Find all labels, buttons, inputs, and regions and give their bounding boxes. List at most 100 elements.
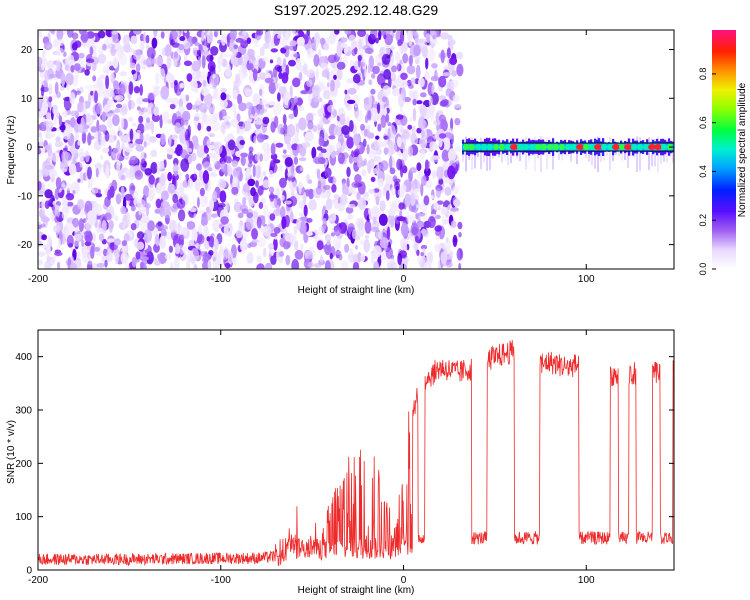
spectrogram-cell — [262, 179, 271, 189]
spectrogram-cell — [612, 144, 620, 151]
spectrogram-cell — [362, 191, 369, 198]
spectrogram-cell — [354, 174, 362, 184]
spectrogram-cell — [400, 222, 409, 237]
spectrogram-cell — [179, 30, 183, 35]
spectrogram-cell — [392, 87, 400, 97]
spectrogram-cell — [377, 102, 381, 114]
spectrogram-cell — [65, 72, 74, 86]
spectrogram-cell — [388, 208, 396, 216]
spectrogram-cell — [451, 70, 458, 77]
spectrogram-cell — [38, 251, 46, 257]
spectrogram-cell — [541, 144, 547, 151]
spectrogram-cell — [419, 38, 428, 43]
spectrogram-cell — [135, 145, 145, 152]
spectrogram-cell — [190, 79, 198, 92]
spectrogram-cell — [149, 136, 157, 143]
spectrogram-cell — [403, 96, 412, 103]
spectrogram-cell — [425, 33, 431, 44]
spectrogram-cell — [129, 165, 136, 178]
spectrogram-cell — [208, 133, 215, 138]
spectrogram-cell — [268, 82, 277, 94]
spectrogram-cell — [68, 242, 74, 248]
spectrogram-cell — [173, 150, 183, 155]
spectrogram-cell — [284, 157, 293, 167]
spectrogram-cell — [357, 54, 362, 62]
spectrogram-cell — [170, 39, 175, 46]
spectrogram-cell — [143, 59, 152, 65]
spectrogram-cell — [369, 107, 379, 121]
spectrogram-cell — [384, 183, 391, 194]
y-tick-label: -20 — [18, 240, 33, 251]
spectrogram-cell — [379, 237, 389, 249]
spectrogram-cell — [274, 64, 281, 71]
y-tick-label: 0 — [26, 566, 32, 577]
spectrogram-cell — [38, 56, 43, 67]
y-tick-label: 20 — [21, 45, 33, 56]
spectrogram-cell — [259, 153, 264, 162]
spectrogram-cell — [265, 262, 273, 269]
spectrogram-cell — [427, 216, 436, 228]
spectrogram-cell — [439, 119, 448, 132]
spectrogram-cell — [553, 144, 559, 151]
spectrogram-cell — [179, 234, 185, 240]
spectrogram-cell — [372, 65, 380, 75]
spectrogram-cell — [143, 31, 146, 44]
spectrogram-cell — [209, 172, 218, 178]
spectrogram-cell — [457, 221, 463, 230]
spectrogram-cell — [176, 198, 186, 209]
spectrogram-cell — [237, 93, 243, 105]
spectrogram-cell — [396, 216, 406, 222]
spectrogram-cell — [236, 113, 241, 123]
spectrogram-cell — [193, 116, 200, 121]
spectrogram-cell — [281, 72, 289, 84]
spectrogram-cell — [268, 186, 275, 194]
spectrogram-cell — [607, 144, 613, 151]
spectrogram-cell — [54, 81, 59, 95]
spectrogram-cell — [183, 245, 187, 254]
spectrogram-cell — [357, 220, 364, 231]
spectrogram-cell — [160, 85, 170, 100]
snr-series-line — [38, 340, 674, 567]
spectrogram-cell — [123, 233, 130, 242]
spectrogram-cell — [217, 60, 222, 73]
spectrogram-cell — [377, 178, 384, 188]
spectrogram-cell — [144, 168, 152, 176]
spectrogram-cell — [48, 96, 53, 103]
spectrogram-cell — [219, 190, 227, 203]
spectrogram-cell — [383, 69, 391, 80]
snr-y-ticks: 0 100 200 300 400 — [15, 352, 674, 577]
spectrogram-cell — [298, 157, 307, 162]
spectrogram-cell — [81, 246, 86, 252]
spectrogram-cell — [412, 107, 417, 122]
spectrogram-cell — [346, 136, 354, 149]
spectrogram-cell — [431, 169, 436, 180]
colorbar-gradient — [712, 30, 736, 269]
spectrogram-cell — [115, 94, 124, 102]
spectrogram-cell — [295, 58, 302, 71]
spectrogram-cell — [396, 158, 403, 171]
spectrogram-cell — [378, 213, 388, 226]
spectrogram-cell — [179, 82, 185, 89]
spectrogram-cell — [341, 125, 350, 136]
spectrogram-cell — [277, 92, 281, 102]
spectrogram-cell — [203, 224, 208, 232]
spectrogram-cell — [231, 160, 238, 168]
spectrogram-cell — [104, 130, 110, 142]
spectrogram-cell — [176, 186, 184, 199]
spectrogram-cell — [253, 60, 260, 69]
spectrogram-cell — [547, 144, 553, 151]
spectrogram-cell — [206, 207, 212, 221]
spectrogram-cell — [213, 73, 220, 87]
spectrogram-cell — [223, 224, 229, 237]
spectrogram-cell — [229, 119, 239, 127]
spectrogram-cell — [415, 235, 419, 243]
spectrogram-cell — [81, 239, 85, 248]
spectrogram-cell — [370, 226, 380, 233]
spectrogram-cell — [245, 191, 250, 200]
spectrogram-cell — [294, 131, 299, 143]
spectrogram-cell — [316, 168, 321, 180]
y-tick-label: 10 — [21, 94, 33, 105]
spectrogram-cell — [44, 200, 50, 209]
spectrogram-cell — [155, 55, 164, 67]
spectrogram-cell — [326, 198, 333, 211]
